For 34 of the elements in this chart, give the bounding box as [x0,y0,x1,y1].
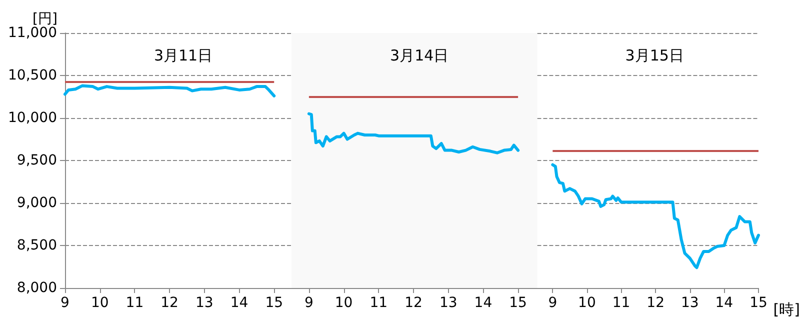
x-tick-label: 15 [265,295,284,311]
y-tick-label: 9,500 [16,152,57,168]
y-tick-label: 10,500 [8,68,57,84]
x-tick-label: 9 [304,295,314,311]
y-axis-title: [円] [32,11,58,28]
x-tick-label: 14 [474,295,492,311]
x-axis-title: [時] [773,300,800,318]
x-tick-label: 12 [404,295,422,311]
x-tick-label: 13 [195,295,214,311]
text: 3月11日 [154,46,213,64]
y-tick-label: 8,500 [16,238,57,254]
x-tick-label: 14 [715,295,734,311]
x-tick-label: 11 [612,295,630,311]
x-tick-label: 12 [646,295,664,311]
text: 3月15日 [625,46,684,64]
x-tick-label: 10 [334,295,353,311]
y-tick-label: 10,000 [8,110,57,126]
x-tick-label: 15 [750,295,768,311]
x-tick-label: 13 [680,295,699,311]
x-tick-label: 12 [160,295,178,311]
text: 3月14日 [390,46,449,64]
x-tick-label: 10 [90,295,109,311]
y-tick-label: 9,000 [16,195,57,211]
y-tick-label: 8,000 [16,280,57,296]
x-tick-label: 13 [439,295,458,311]
line-series [64,84,276,98]
x-tick-label: 10 [578,295,596,311]
x-tick-label: 11 [370,295,388,311]
x-tick-label: 9 [60,295,70,311]
x-tick-label: 15 [509,295,527,311]
x-tick-label: 11 [126,295,144,311]
y-tick-label: 11,000 [8,25,57,41]
x-tick-label: 14 [230,295,248,311]
x-tick-label: 9 [548,295,558,311]
